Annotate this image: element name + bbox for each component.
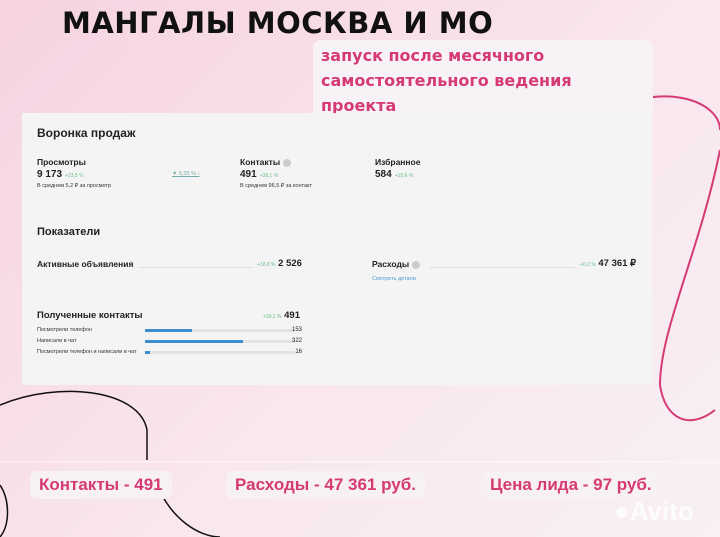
views-change: +23,5 % [65,173,84,179]
summary-lead-price: Цена лида - 97 руб. [481,471,661,499]
funnel-title: Воронка продаж [37,126,136,140]
active-ads-change: +18,8 % [257,262,276,268]
expenses-label: Расходы [372,259,421,269]
contact-row-value: 153 [292,327,303,333]
page-title: МАНГАЛЫ МОСКВА И МО [62,6,494,40]
conversion-link[interactable]: ▼ 5,35 % › [172,171,200,177]
divider [140,267,252,268]
expenses-details-link[interactable]: Смотреть детали [372,276,416,282]
contact-row-label: Написали в чат [37,338,77,344]
contacts-label: Контакты [240,157,292,167]
contacts-number: 491 [240,169,257,180]
summary-expenses: Расходы - 47 361 руб. [226,471,425,499]
contact-row-bar [145,329,295,332]
received-change: +39,1 % [263,314,282,320]
contacts-label-text: Контакты [240,157,281,167]
contacts-change: +39,1 % [259,173,279,179]
active-ads-label: Активные объявления [37,259,134,269]
expenses-change: +0,2 % [580,262,596,268]
contact-row-value: 322 [292,338,303,344]
contact-row-bar-fill [145,340,244,343]
favorites-number: 584 [375,169,392,180]
contact-row-bar [145,340,295,343]
received-value: +39,1 % 491 [260,310,300,321]
views-value: 9 173 +23,5 % [37,169,84,180]
contact-row-label: Посмотрели телефон [37,327,92,333]
contact-row-value: 16 [295,349,302,355]
received-number: 491 [284,310,300,321]
expenses-number: 47 361 ₽ [598,258,637,269]
views-number: 9 173 [37,169,63,180]
contacts-value: 491 +39,1 % [240,169,278,180]
favorites-change: +15,6 % [394,173,414,179]
received-title: Полученные контакты [37,310,143,321]
divider [430,267,575,268]
avito-logo: ●Avito [614,496,694,526]
favorites-label: Избранное [375,157,421,167]
expenses-value: +0,2 % 47 361 ₽ [577,258,636,269]
views-label: Просмотры [37,157,86,167]
views-note: В среднем 5,2 ₽ за просмотр [37,183,112,189]
help-icon[interactable] [412,260,421,269]
active-ads-number: 2 526 [278,258,302,269]
expenses-label-text: Расходы [372,259,410,269]
contacts-note: В среднем 96,5 ₽ за контакт [240,183,312,189]
active-ads-value: +18,8 % 2 526 [254,258,302,269]
help-icon[interactable] [283,158,292,167]
contact-row-bar-fill [145,351,150,354]
contact-row-bar-fill [145,329,192,332]
contact-row-bar [145,351,295,354]
contact-row-label: Посмотрели телефон и написали в чат [37,349,137,355]
indicators-title: Показатели [37,226,101,238]
summary-contacts: Контакты - 491 [30,471,172,499]
stats-card: Воронка продаж Просмотры 9 173 +23,5 % В … [22,113,652,385]
subtitle: запуск после месячного самостоятельного … [313,40,653,121]
favorites-value: 584 +15,6 % [375,169,413,180]
